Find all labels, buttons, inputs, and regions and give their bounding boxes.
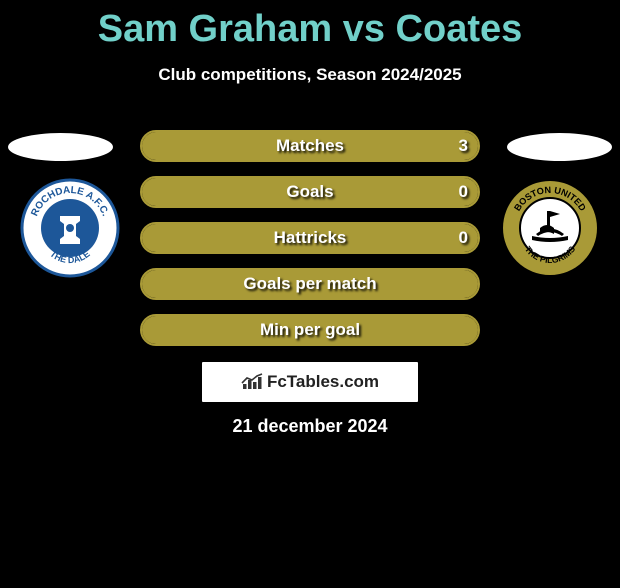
club-crest-left: ROCHDALE A.F.C. THE DALE <box>20 178 120 278</box>
player-photo-placeholder-right <box>507 133 612 161</box>
stat-bar-value-right: 3 <box>459 136 468 156</box>
stat-bar: Goals 0 <box>140 176 480 208</box>
page-title: Sam Graham vs Coates <box>0 8 620 51</box>
stat-bar-label: Min per goal <box>260 320 360 340</box>
stat-bar: Matches 3 <box>140 130 480 162</box>
stat-bar: Min per goal <box>140 314 480 346</box>
stat-bar: Goals per match <box>140 268 480 300</box>
stat-bar-label: Hattricks <box>274 228 347 248</box>
stat-bar-value-right: 0 <box>459 228 468 248</box>
stat-bar-label: Goals <box>286 182 333 202</box>
stat-bar-value-right: 0 <box>459 182 468 202</box>
brand-label: FcTables.com <box>267 372 379 392</box>
stat-bar: Hattricks 0 <box>140 222 480 254</box>
club-crest-right: BOSTON UNITED THE PILGRIMS <box>500 178 600 278</box>
stat-bar-label: Matches <box>276 136 344 156</box>
page-subtitle: Club competitions, Season 2024/2025 <box>0 65 620 85</box>
brand-box: FcTables.com <box>202 362 418 402</box>
chart-icon <box>241 373 263 391</box>
date-label: 21 december 2024 <box>0 416 620 437</box>
stats-bars: Matches 3 Goals 0 Hattricks 0 Goals per match M… <box>140 130 480 360</box>
player-photo-placeholder-left <box>8 133 113 161</box>
stat-bar-label: Goals per match <box>243 274 376 294</box>
